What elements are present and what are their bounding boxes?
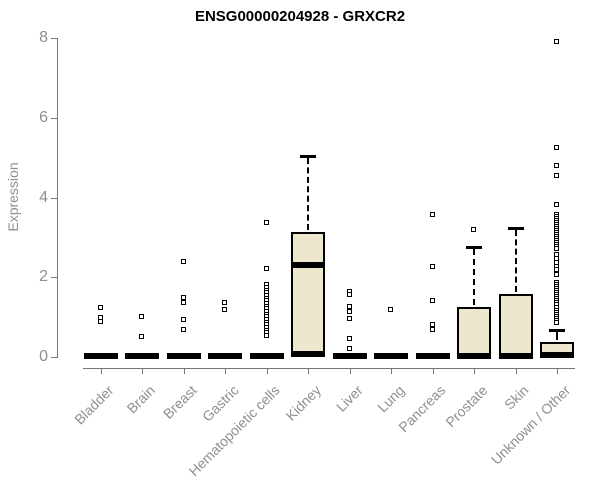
x-axis-line — [83, 368, 575, 369]
outlier-point — [388, 306, 393, 312]
outlier-point — [346, 346, 352, 352]
whisker-cap — [466, 245, 482, 249]
y-tick — [51, 277, 57, 279]
x-category-label: Skin — [501, 382, 532, 413]
y-tick — [51, 197, 57, 199]
outlier-point — [97, 304, 103, 310]
whisker-line — [307, 158, 309, 231]
median-line — [332, 352, 367, 359]
outlier-point — [429, 322, 435, 328]
outlier-point — [554, 162, 559, 168]
outlier-point — [554, 267, 559, 273]
outlier-point — [222, 300, 227, 306]
x-tick — [308, 368, 309, 374]
y-tick-label: 0 — [39, 348, 48, 365]
whisker-line — [473, 248, 475, 306]
outlier-point — [263, 266, 269, 272]
x-category-label: Unknown / Other — [487, 382, 574, 468]
x-tick — [349, 368, 351, 374]
outlier-point — [263, 332, 269, 338]
y-tick — [51, 38, 57, 39]
x-category-label: Kidney — [282, 382, 325, 424]
box — [498, 293, 533, 357]
whisker-cap — [300, 155, 316, 159]
outlier-point — [429, 298, 435, 304]
x-tick — [225, 368, 226, 374]
median-line — [374, 352, 408, 359]
x-tick — [183, 368, 185, 374]
x-category-label: Prostate — [442, 382, 491, 431]
whisker-line — [556, 331, 558, 340]
x-category-label: Lung — [373, 382, 408, 416]
outlier-point — [346, 336, 352, 342]
outlier-point — [554, 38, 559, 44]
box — [457, 307, 491, 357]
outlier-point — [263, 220, 269, 226]
outlier-point — [180, 316, 186, 322]
median-line — [415, 352, 450, 359]
y-axis-line — [57, 38, 58, 358]
outlier-point — [429, 212, 435, 218]
x-tick — [142, 368, 143, 374]
outlier-point — [180, 294, 186, 300]
median-line — [249, 352, 284, 359]
x-category-label: Brain — [123, 382, 159, 417]
median-line — [166, 352, 201, 359]
median-line — [125, 352, 159, 359]
outlier-point — [554, 246, 559, 252]
median-line — [457, 352, 491, 359]
median-line — [498, 352, 533, 359]
outlier-point — [346, 304, 352, 310]
x-category-label: Liver — [333, 382, 366, 415]
x-tick — [432, 368, 434, 374]
median-line — [291, 261, 325, 268]
outlier-point — [554, 202, 559, 208]
x-tick — [391, 368, 392, 374]
box — [291, 232, 325, 355]
outlier-point — [97, 318, 103, 324]
outlier-point — [180, 259, 186, 265]
outlier-point — [554, 144, 559, 150]
x-tick — [266, 368, 268, 374]
y-tick-label: 8 — [39, 29, 48, 46]
outlier-point — [180, 326, 186, 332]
box-bottom-bar — [291, 351, 325, 357]
x-category-label: Bladder — [71, 382, 117, 428]
outlier-point — [346, 308, 352, 314]
y-tick-label: 4 — [39, 188, 48, 206]
outlier-point — [346, 292, 352, 298]
outlier-point — [554, 272, 559, 278]
x-tick — [557, 368, 558, 374]
chart-title: ENSG00000204928 - GRXCR2 — [194, 8, 406, 25]
median-line — [540, 352, 574, 358]
outlier-point — [554, 172, 559, 178]
outlier-point — [429, 326, 435, 332]
median-line — [208, 352, 242, 359]
whisker-line — [514, 230, 517, 292]
outlier-point — [429, 264, 435, 270]
x-category-label: Breast — [159, 382, 200, 422]
outlier-point — [346, 316, 352, 322]
whisker-cap — [549, 328, 565, 332]
x-tick — [474, 368, 475, 374]
y-tick — [51, 357, 57, 358]
median-line — [83, 352, 118, 359]
outlier-point — [471, 227, 476, 233]
outlier-point — [180, 300, 186, 306]
y-tick-label: 6 — [39, 108, 48, 126]
y-tick-label: 2 — [39, 268, 48, 286]
outlier-point — [139, 314, 144, 320]
outlier-point — [139, 334, 144, 340]
whisker-cap — [507, 227, 524, 231]
y-tick — [51, 117, 57, 119]
x-tick — [515, 368, 517, 374]
outlier-point — [554, 320, 559, 326]
outlier-point — [222, 306, 227, 312]
x-tick — [100, 368, 102, 374]
